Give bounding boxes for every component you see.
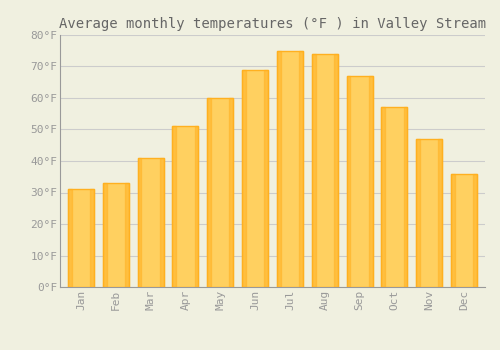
Bar	[242, 70, 268, 287]
Bar	[473, 174, 477, 287]
Bar	[138, 158, 141, 287]
Bar	[90, 189, 94, 287]
Bar	[416, 139, 420, 287]
Bar	[438, 139, 442, 287]
Bar	[334, 54, 338, 287]
Bar	[382, 107, 386, 287]
Bar	[312, 54, 338, 287]
Bar	[451, 174, 477, 287]
Bar	[102, 183, 129, 287]
Bar	[368, 76, 372, 287]
Bar	[404, 107, 407, 287]
Bar	[172, 126, 199, 287]
Bar	[346, 76, 372, 287]
Bar	[160, 158, 164, 287]
Bar	[68, 189, 94, 287]
Bar	[382, 107, 407, 287]
Bar	[138, 158, 164, 287]
Bar	[125, 183, 129, 287]
Bar	[277, 51, 281, 287]
Bar	[264, 70, 268, 287]
Bar	[102, 183, 106, 287]
Bar	[230, 98, 234, 287]
Bar	[207, 98, 234, 287]
Bar	[68, 189, 72, 287]
Bar	[194, 126, 198, 287]
Bar	[172, 126, 176, 287]
Title: Average monthly temperatures (°F ) in Valley Stream: Average monthly temperatures (°F ) in Va…	[59, 17, 486, 31]
Bar	[346, 76, 350, 287]
Bar	[277, 51, 303, 287]
Bar	[312, 54, 316, 287]
Bar	[242, 70, 246, 287]
Bar	[451, 174, 455, 287]
Bar	[416, 139, 442, 287]
Bar	[299, 51, 303, 287]
Bar	[207, 98, 211, 287]
